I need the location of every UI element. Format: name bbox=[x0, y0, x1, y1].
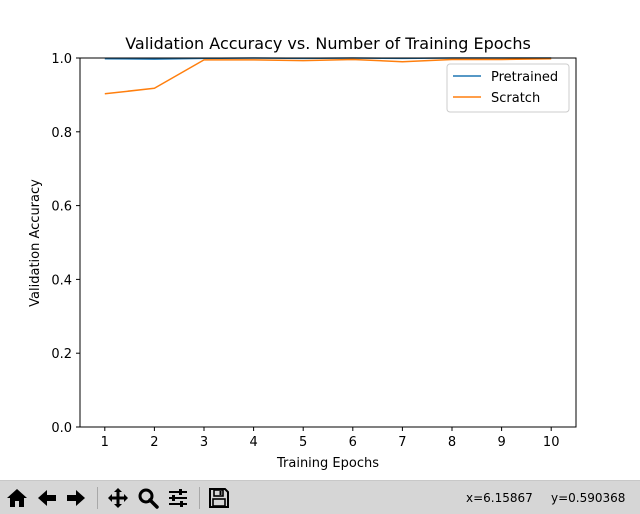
configure-subplots-button[interactable] bbox=[165, 485, 191, 511]
y-tick-label: 0.2 bbox=[51, 347, 72, 362]
axes-frame bbox=[79, 57, 577, 428]
series-line-scratch bbox=[104, 57, 552, 95]
plot-area[interactable] bbox=[80, 58, 576, 427]
y-axis-label: Validation Accuracy bbox=[28, 179, 43, 307]
zoom-button[interactable] bbox=[135, 485, 161, 511]
x-tick-label: 3 bbox=[200, 435, 208, 450]
toolbar-separator bbox=[199, 487, 200, 509]
cursor-x-readout: x=6.15867 bbox=[466, 491, 533, 505]
forward-button[interactable] bbox=[63, 485, 89, 511]
line-chart: Validation Accuracy vs. Number of Traini… bbox=[28, 34, 577, 471]
magnifier-icon bbox=[138, 488, 159, 509]
x-tick-label: 4 bbox=[249, 435, 257, 450]
cursor-y-readout: y=0.590368 bbox=[551, 491, 626, 505]
x-tick-label: 2 bbox=[150, 435, 158, 450]
move-icon bbox=[108, 488, 128, 508]
x-axis: 1 2 3 4 5 6 7 8 9 10 bbox=[101, 427, 560, 450]
arrow-left-icon bbox=[38, 490, 56, 506]
navigation-toolbar: x=6.15867 y=0.590368 bbox=[0, 480, 640, 514]
back-button[interactable] bbox=[34, 485, 60, 511]
x-tick-label: 5 bbox=[299, 435, 307, 450]
toolbar-separator bbox=[97, 487, 98, 509]
x-tick-label: 7 bbox=[398, 435, 406, 450]
home-icon bbox=[7, 489, 27, 507]
home-button[interactable] bbox=[4, 485, 30, 511]
x-tick-label: 6 bbox=[349, 435, 357, 450]
legend-label: Pretrained bbox=[491, 70, 558, 85]
y-tick-label: 0.8 bbox=[51, 126, 72, 141]
x-axis-label: Training Epochs bbox=[276, 456, 379, 471]
pan-button[interactable] bbox=[105, 485, 131, 511]
x-tick-label: 9 bbox=[497, 435, 505, 450]
x-tick-label: 8 bbox=[448, 435, 456, 450]
y-axis: 0.0 0.2 0.4 0.6 0.8 1.0 bbox=[51, 52, 80, 436]
chart-title: Validation Accuracy vs. Number of Traini… bbox=[125, 34, 531, 53]
x-tick-label: 10 bbox=[543, 435, 560, 450]
figure: Validation Accuracy vs. Number of Traini… bbox=[28, 34, 577, 471]
arrow-right-icon bbox=[67, 490, 85, 506]
sliders-icon bbox=[169, 489, 187, 507]
floppy-disk-icon bbox=[209, 488, 229, 508]
y-tick-label: 0.0 bbox=[51, 421, 72, 436]
legend-label: Scratch bbox=[491, 91, 540, 106]
y-tick-label: 0.4 bbox=[51, 273, 72, 288]
y-tick-label: 1.0 bbox=[51, 52, 72, 67]
plot-background[interactable] bbox=[80, 58, 576, 427]
y-tick-label: 0.6 bbox=[51, 200, 72, 215]
x-tick-label: 1 bbox=[101, 435, 109, 450]
save-button[interactable] bbox=[206, 485, 232, 511]
legend: Pretrained Scratch bbox=[446, 63, 570, 113]
